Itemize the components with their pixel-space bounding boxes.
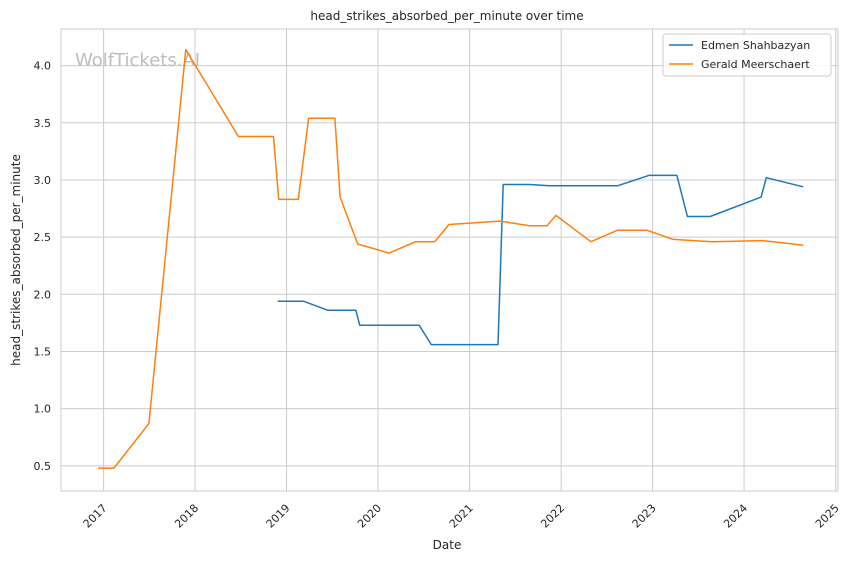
legend: Edmen Shahbazyan Gerald Meerschaert (662, 33, 832, 77)
x-axis-title: Date (433, 538, 462, 552)
series-line-edmen-shahbazyan (277, 174, 804, 346)
grid-lines (61, 29, 838, 491)
y-tick-labels: 0.5 1.0 1.5 2.0 2.5 3.0 3.5 4.0 (34, 60, 52, 473)
legend-box (662, 33, 832, 77)
y-tick-label: 3.5 (34, 117, 52, 130)
legend-label-gerald-meerschaert: Gerald Meerschaert (701, 58, 810, 71)
y-tick-label: 3.0 (34, 174, 52, 187)
y-tick-label: 1.5 (34, 345, 52, 358)
watermark: WolfTickets.AI (75, 50, 200, 71)
y-tick-label: 2.0 (34, 288, 52, 301)
series-line-gerald-meerschaert (98, 48, 804, 469)
series-lines (98, 48, 804, 469)
legend-label-edmen-shahbazyan: Edmen Shahbazyan (701, 39, 810, 52)
y-tick-label: 1.0 (34, 403, 52, 416)
chart-title: head_strikes_absorbed_per_minute over ti… (310, 9, 583, 23)
plot-area-border (60, 28, 839, 492)
y-tick-label: 4.0 (34, 60, 52, 73)
y-tick-label: 2.5 (34, 231, 52, 244)
y-tick-label: 0.5 (34, 460, 52, 473)
y-axis-title: head_strikes_absorbed_per_minute (9, 154, 23, 366)
